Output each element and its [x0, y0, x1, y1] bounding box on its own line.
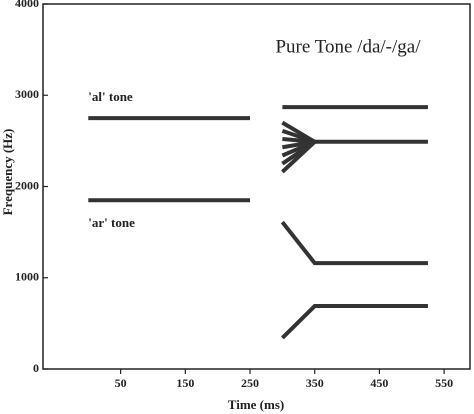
x-tick-label: 50	[115, 376, 127, 390]
y-tick-label: 3000	[15, 87, 39, 101]
plot-frame	[42, 3, 471, 370]
series-line	[280, 220, 428, 266]
x-tick-label: 150	[176, 376, 194, 390]
chart-title: Pure Tone /da/-/ga/	[275, 36, 421, 57]
x-tick-label: 350	[306, 376, 324, 390]
y-tick-label: 4000	[15, 0, 39, 10]
series-label: 'ar' tone	[88, 215, 135, 230]
series-line	[280, 304, 428, 340]
x-tick-label: 550	[435, 376, 453, 390]
x-tick-label: 450	[370, 376, 388, 390]
y-axis-label: Frequency (Hz)	[0, 129, 15, 216]
series-line	[281, 140, 317, 174]
series-label: 'al' tone	[88, 89, 133, 104]
x-axis-label: Time (ms)	[228, 397, 284, 412]
y-tick-label: 1000	[15, 270, 39, 284]
y-tick-label: 0	[33, 361, 39, 375]
x-tick-label: 250	[241, 376, 259, 390]
y-tick-label: 2000	[15, 178, 39, 192]
